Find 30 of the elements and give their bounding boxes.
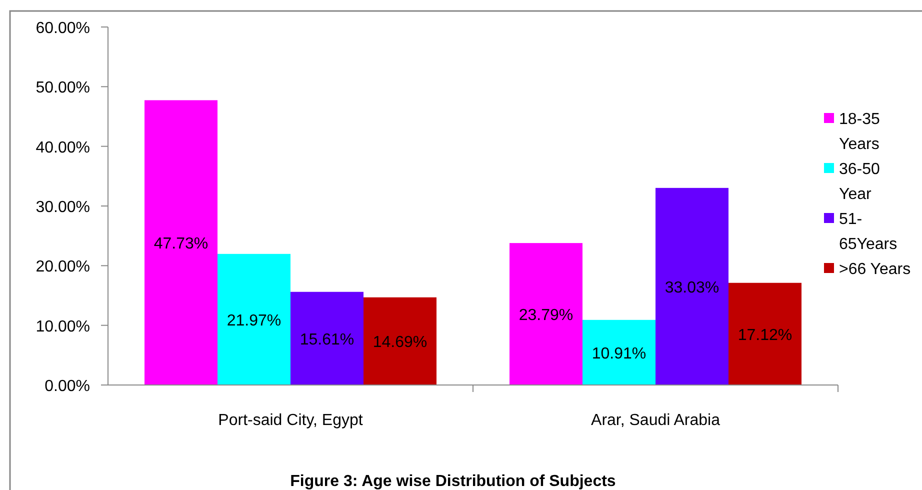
bar — [290, 292, 364, 385]
data-label: 17.12% — [738, 326, 792, 344]
legend-label: 18-35 Years — [839, 111, 880, 153]
legend-label: 51-65Years — [839, 211, 898, 253]
data-label: 23.79% — [518, 307, 574, 324]
bar — [364, 297, 436, 385]
bar — [656, 188, 728, 385]
y-tick-label: 40.00% — [36, 139, 90, 156]
bar — [582, 320, 656, 385]
y-tick-label: 10.00% — [36, 318, 90, 336]
data-label: 33.03% — [664, 279, 720, 296]
bar — [218, 254, 290, 385]
data-label: 47.73% — [154, 236, 208, 253]
x-tick-label: Port-said City, Egypt — [218, 412, 364, 429]
y-tick-label: 0.00% — [44, 378, 90, 395]
bar — [728, 282, 802, 385]
y-tick-label: 20.00% — [36, 258, 90, 276]
bar — [510, 243, 582, 385]
y-tick-label: 50.00% — [36, 80, 90, 97]
text: Figure 3: Age wise Distribution of Subjects — [290, 473, 616, 490]
legend-label: >66 Years — [839, 261, 911, 278]
data-label: 15.61% — [300, 331, 354, 348]
y-tick-label: 30.00% — [36, 199, 90, 216]
y-tick-label: 60.00% — [36, 20, 90, 37]
bar — [144, 100, 218, 385]
legend-label: 36-50 Year — [839, 161, 880, 203]
data-label: 10.91% — [592, 345, 646, 362]
x-tick-label: Arar, Saudi Arabia — [591, 412, 720, 429]
data-label: 14.69% — [372, 334, 428, 352]
data-label: 21.97% — [226, 312, 282, 330]
